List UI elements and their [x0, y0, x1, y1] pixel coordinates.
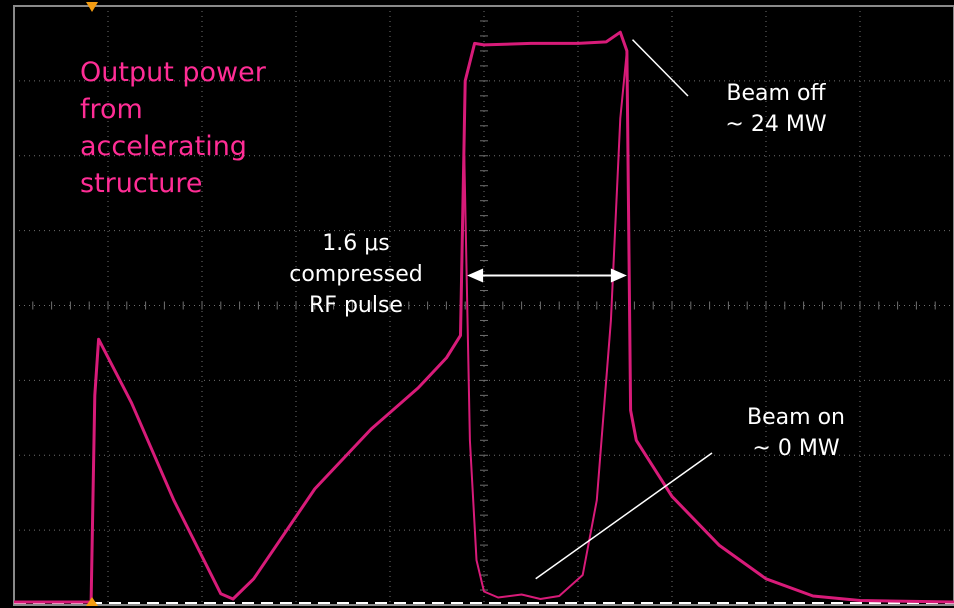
title-line: structure [80, 168, 203, 199]
beam-on-pointer [535, 452, 713, 580]
beam-off-pointer [631, 39, 689, 97]
title-line: Output power [80, 57, 266, 88]
arrow-head-left-icon [467, 268, 484, 283]
title-line: accelerating [80, 131, 247, 162]
annotation-line: ~ 24 MW [725, 112, 827, 137]
trigger-marker-bottom-icon [86, 597, 99, 606]
trace-beam-on [459, 50, 628, 600]
trace-beam-off [14, 30, 954, 604]
annotation-line: Beam off [726, 81, 826, 106]
graticule-grid [13, 5, 954, 606]
trigger-marker-top-icon [86, 2, 99, 12]
title-line: from [80, 94, 143, 125]
pulse-annotation: 1.6 μs compressed RF pulse [256, 228, 456, 321]
annotation-line: 1.6 μs [322, 231, 390, 256]
beam-on-annotation: Beam on ~ 0 MW [706, 402, 886, 464]
pulse-width-arrow [467, 268, 627, 283]
screen-frame [13, 5, 954, 606]
arrow-head-right-icon [610, 268, 627, 283]
annotation-line: compressed [289, 262, 423, 287]
annotation-line: ~ 0 MW [752, 436, 840, 461]
chart-title: Output power from accelerating structure [80, 54, 320, 202]
annotation-line: RF pulse [309, 293, 403, 318]
annotation-line: Beam on [747, 405, 845, 430]
beam-off-annotation: Beam off ~ 24 MW [686, 78, 866, 140]
